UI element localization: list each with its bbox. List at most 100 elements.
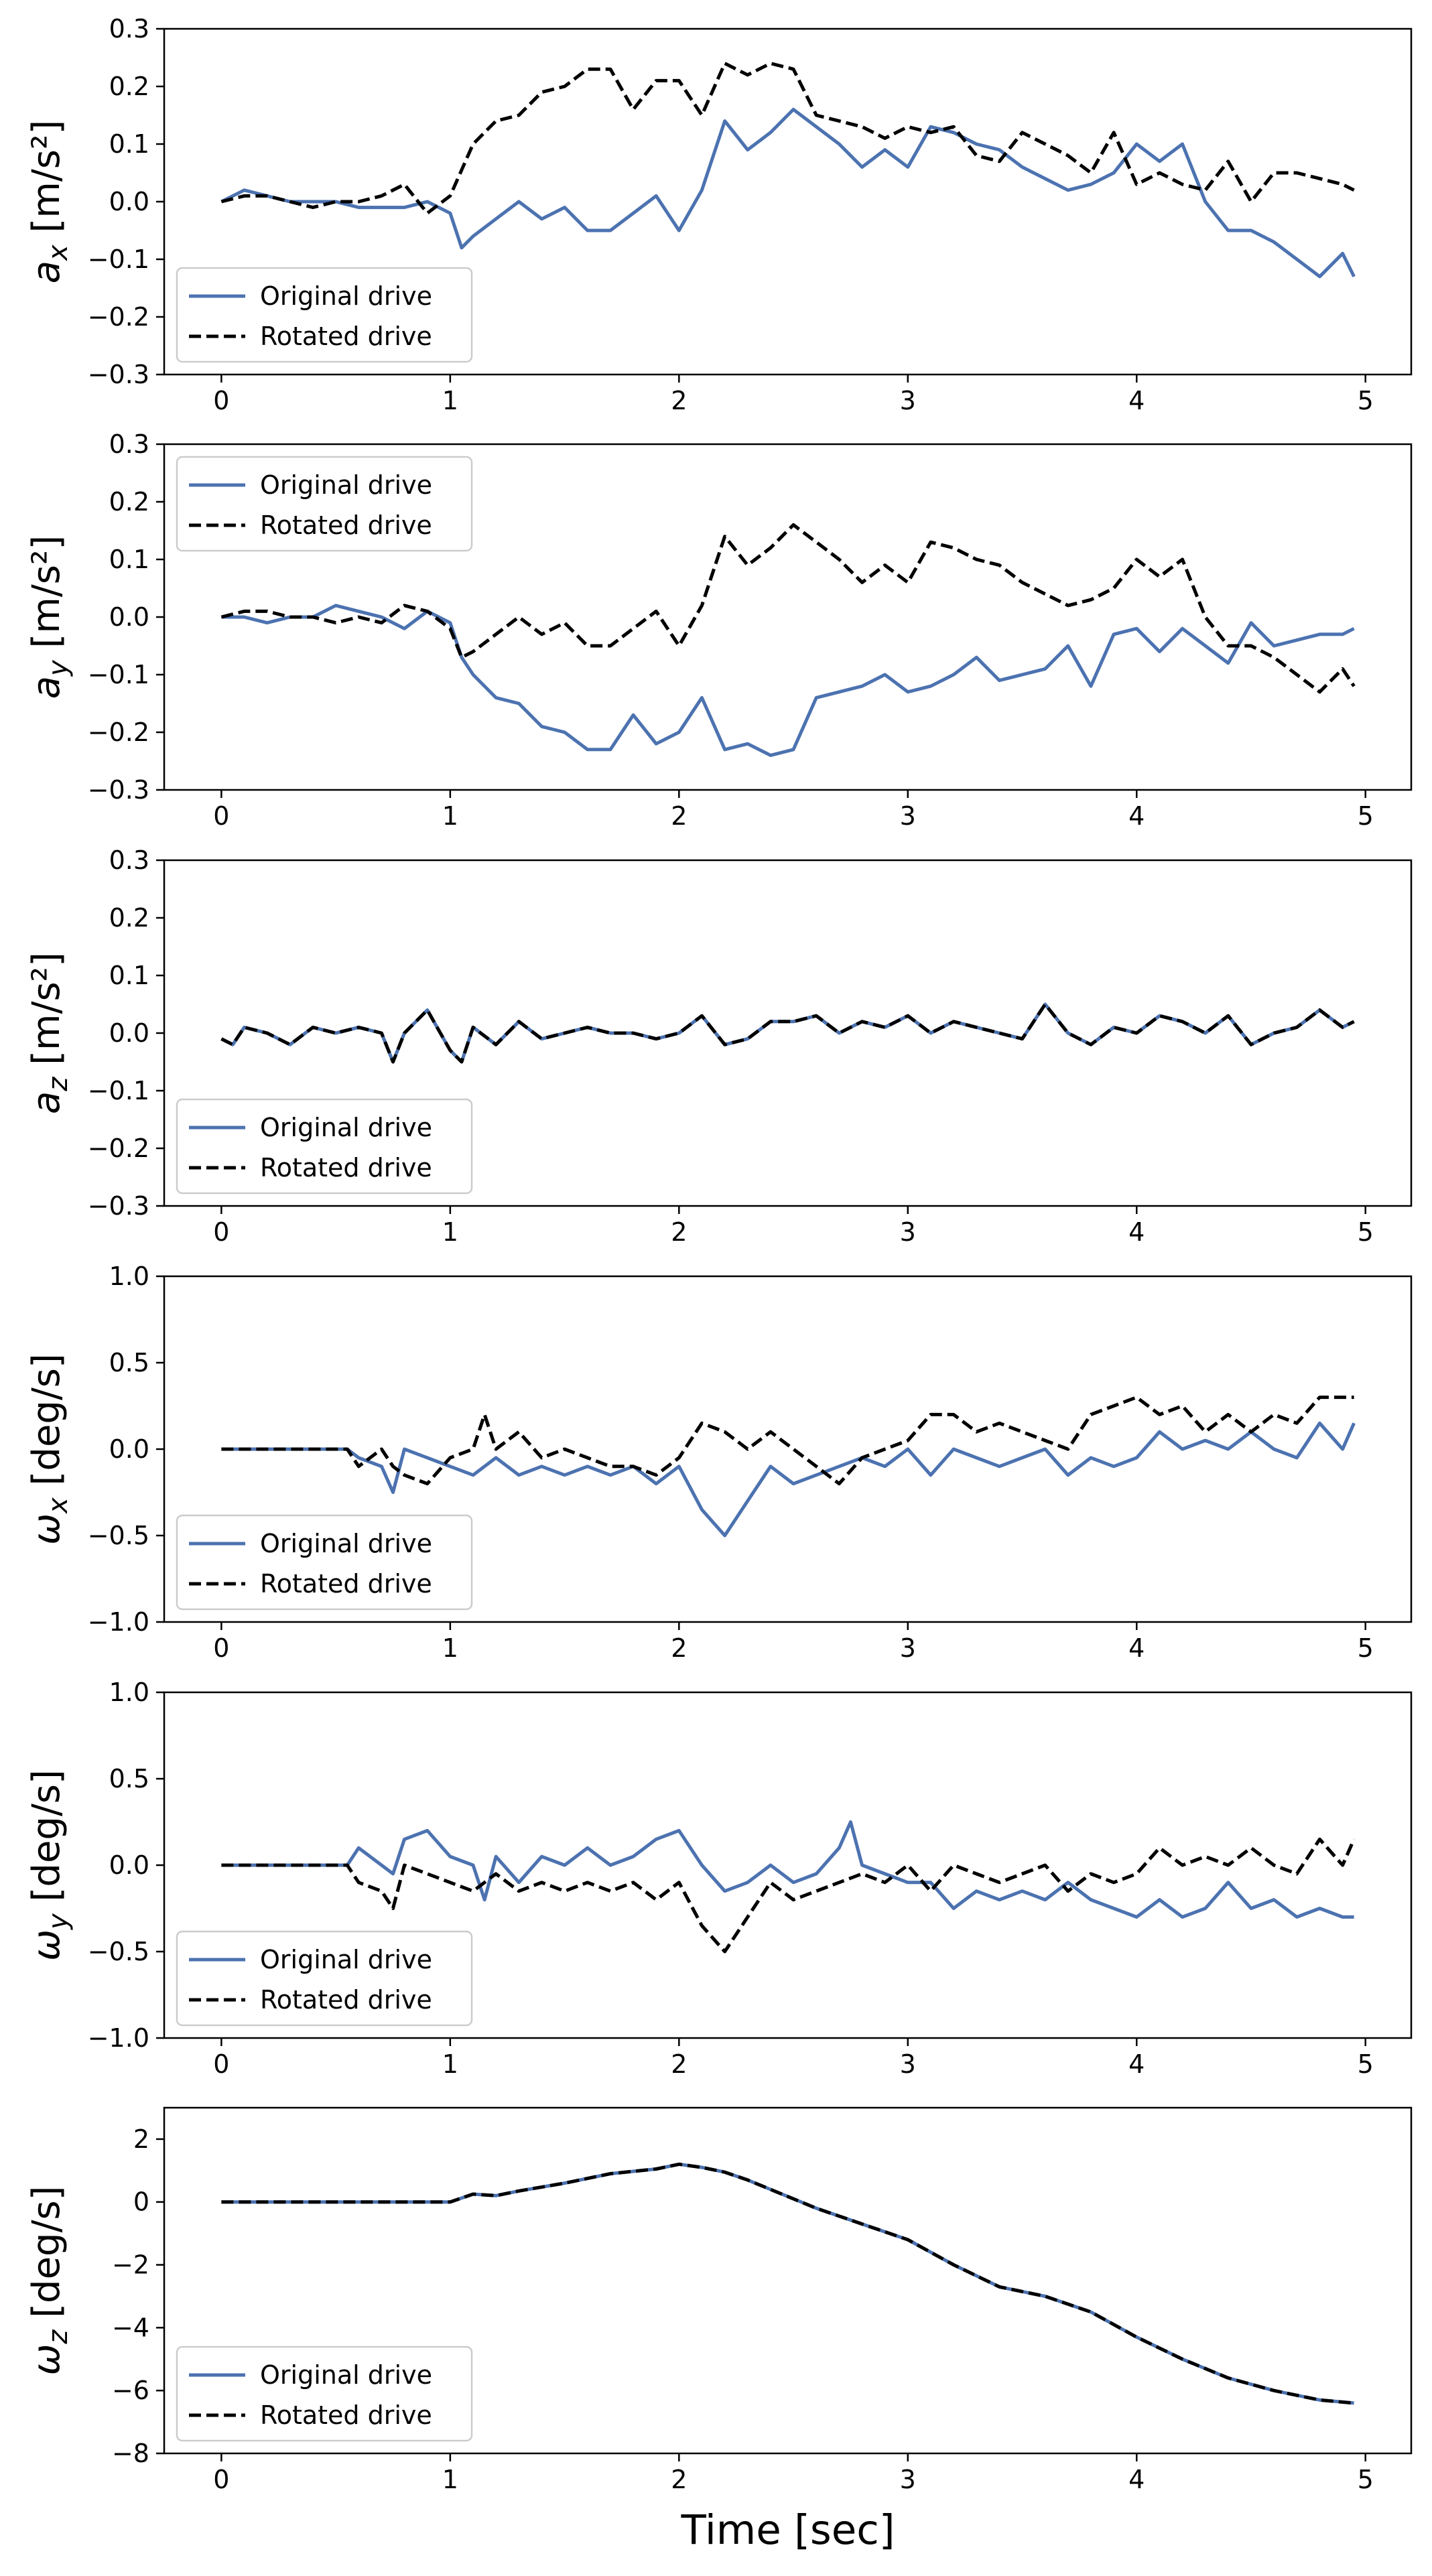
series-line-rotated-drive — [221, 1837, 1356, 1954]
x-tick-label: 5 — [1358, 386, 1374, 415]
subplot-wy: 0 1 2 3 4 5 −1.0 −0.5 0.0 0.5 1.0 ωy [deg/s] Origina… — [25, 1678, 1413, 2079]
y-tick-label: 0.3 — [109, 845, 149, 875]
y-tick-label: 0.5 — [109, 1764, 149, 1793]
legend-box — [176, 1098, 473, 1195]
y-tick-label: 0.3 — [109, 429, 149, 459]
legend-label-original: Original drive — [260, 1945, 432, 1974]
y-tick-label: 0.0 — [109, 187, 149, 216]
y-tick-label: 2 — [133, 2124, 149, 2154]
legend-box — [176, 456, 473, 552]
x-tick-label: 3 — [900, 2465, 916, 2494]
y-axis-label: az [m/s²] — [25, 952, 74, 1114]
x-tick-label: 4 — [1128, 1633, 1145, 1663]
series-line-original-drive — [221, 1820, 1354, 1919]
y-tick-label: −0.5 — [88, 1521, 149, 1550]
legend-label-original: Original drive — [260, 1529, 432, 1558]
series-line-original-drive — [221, 604, 1355, 757]
x-tick-label: 5 — [1358, 2465, 1374, 2494]
legend-label-rotated: Rotated drive — [260, 322, 432, 351]
x-tick-label: 3 — [900, 1217, 916, 1247]
y-tick-label: −0.1 — [88, 245, 149, 274]
y-axis-label: ωx [deg/s] — [25, 1353, 74, 1545]
x-tick-label: 0 — [213, 1633, 229, 1663]
y-tick-label: 1.0 — [109, 1678, 149, 1707]
y-tick-label: 0.2 — [109, 903, 149, 933]
y-tick-label: −0.3 — [88, 1191, 149, 1221]
subplot-ax: 0 1 2 3 4 5 −0.3 −0.2 −0.1 0.0 0.1 0.2 0.3 ax [m/s²] O… — [25, 14, 1413, 415]
legend: Original drive Rotated drive — [176, 1930, 473, 2027]
legend-label-original: Original drive — [260, 1113, 432, 1142]
y-tick-label: 0.5 — [109, 1348, 149, 1377]
x-tick-label: 0 — [213, 1217, 229, 1247]
x-tick-label: 0 — [213, 801, 229, 831]
y-tick-label: 0.1 — [109, 961, 149, 990]
subplot-az: 0 1 2 3 4 5 −0.3 −0.2 −0.1 0.0 0.1 0.2 0.3 az [m/s²] O… — [25, 845, 1413, 1247]
y-tick-label: −0.2 — [88, 1134, 149, 1163]
x-tick-label: 1 — [442, 801, 458, 831]
x-tick-label: 5 — [1358, 801, 1374, 831]
x-tick-label: 4 — [1128, 1217, 1145, 1247]
y-tick-label: 0.0 — [109, 1850, 149, 1880]
legend-label-original: Original drive — [260, 281, 432, 311]
series-line-original-drive — [220, 107, 1356, 279]
y-tick-label: 0.2 — [109, 487, 149, 517]
y-tick-label: 0.0 — [109, 1434, 149, 1464]
y-tick-label: −1.0 — [88, 1607, 149, 1637]
y-tick-label: −0.2 — [88, 302, 149, 332]
y-tick-label: −0.3 — [88, 775, 149, 805]
x-tick-label: 4 — [1128, 2049, 1145, 2079]
subplot-ay: 0 1 2 3 4 5 −0.3 −0.2 −0.1 0.0 0.1 0.2 0.3 ay [m/s²] O… — [25, 429, 1413, 831]
y-tick-label: −1.0 — [88, 2023, 149, 2053]
x-tick-label: 3 — [900, 386, 916, 415]
y-tick-label: −0.3 — [88, 360, 149, 389]
y-tick-label: 0 — [133, 2187, 149, 2217]
y-tick-label: 0.2 — [109, 72, 149, 101]
series-line-original-drive — [221, 1421, 1356, 1538]
legend-box — [176, 267, 473, 363]
series-line-rotated-drive — [221, 1396, 1354, 1486]
x-axis-label: Time [sec] — [680, 2506, 895, 2554]
y-axis-label: ωy [deg/s] — [25, 1769, 74, 1961]
x-tick-label: 2 — [671, 801, 687, 831]
x-tick-label: 0 — [213, 2049, 229, 2079]
x-tick-label: 1 — [442, 386, 458, 415]
y-tick-label: 0.0 — [109, 602, 149, 632]
y-tick-label: −0.1 — [88, 1076, 149, 1105]
legend-box — [176, 1514, 473, 1611]
legend-label-rotated: Rotated drive — [260, 511, 432, 540]
x-tick-label: 2 — [671, 2049, 687, 2079]
x-tick-label: 5 — [1358, 1633, 1374, 1663]
subplot-panels: 0 1 2 3 4 5 −0.3 −0.2 −0.1 0.0 0.1 0.2 0.3 ax [m/s²] O… — [25, 14, 1413, 2494]
legend: Original drive Rotated drive — [176, 456, 473, 552]
x-tick-label: 2 — [671, 1633, 687, 1663]
y-tick-label: −2 — [112, 2250, 149, 2280]
x-tick-label: 0 — [213, 386, 229, 415]
legend-box — [176, 1930, 473, 2027]
legend: Original drive Rotated drive — [176, 267, 473, 363]
y-tick-label: −4 — [112, 2313, 149, 2342]
legend-label-rotated: Rotated drive — [260, 1569, 432, 1599]
legend: Original drive Rotated drive — [176, 1098, 473, 1195]
x-tick-label: 0 — [213, 2465, 229, 2494]
legend-label-rotated: Rotated drive — [260, 1153, 432, 1182]
x-tick-label: 5 — [1358, 2049, 1374, 2079]
axes-frame — [163, 2106, 1413, 2455]
x-tick-label: 4 — [1128, 386, 1145, 415]
x-tick-label: 2 — [671, 1217, 687, 1247]
legend-label-rotated: Rotated drive — [260, 2400, 432, 2430]
legend-label-original: Original drive — [260, 470, 432, 500]
series-line-rotated-drive — [221, 2162, 1354, 2405]
series-line-rotated-drive — [220, 523, 1356, 694]
x-tick-label: 1 — [442, 2049, 458, 2079]
subplot-wz: 0 1 2 3 4 5 −8 −6 −4 −2 0 2 ωz [deg/s] Original drive… — [25, 2106, 1413, 2494]
x-tick-label: 1 — [442, 2465, 458, 2494]
x-tick-label: 3 — [900, 2049, 916, 2079]
y-tick-label: 1.0 — [109, 1262, 149, 1291]
x-tick-label: 1 — [442, 1633, 458, 1663]
y-tick-label: 0.1 — [109, 129, 149, 159]
x-tick-label: 4 — [1128, 801, 1145, 831]
y-tick-label: −0.1 — [88, 660, 149, 689]
series-line-rotated-drive — [220, 62, 1355, 215]
x-tick-label: 3 — [900, 1633, 916, 1663]
legend-label-rotated: Rotated drive — [260, 1985, 432, 2015]
